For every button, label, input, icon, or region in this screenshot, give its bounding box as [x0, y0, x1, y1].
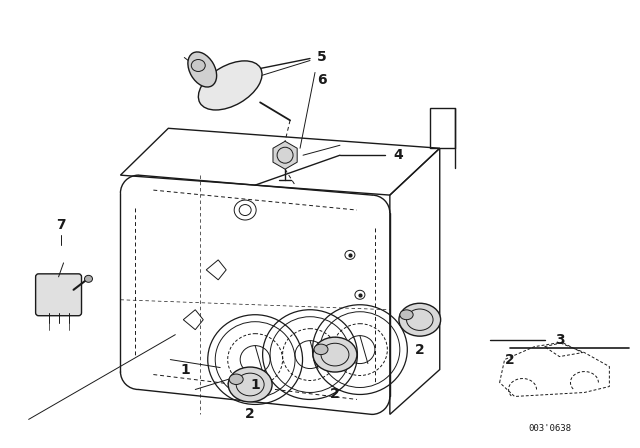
Text: 3: 3: [555, 333, 564, 347]
Ellipse shape: [84, 276, 93, 282]
FancyBboxPatch shape: [36, 274, 81, 316]
Text: 4: 4: [393, 148, 403, 162]
Ellipse shape: [400, 310, 413, 320]
Text: 6: 6: [317, 73, 327, 87]
Ellipse shape: [191, 60, 205, 72]
Ellipse shape: [399, 303, 440, 336]
Text: 2: 2: [415, 343, 425, 357]
Ellipse shape: [314, 344, 328, 355]
Ellipse shape: [313, 337, 357, 372]
Ellipse shape: [188, 52, 216, 87]
Text: 2: 2: [330, 388, 340, 401]
Ellipse shape: [229, 374, 243, 384]
Text: 7: 7: [56, 218, 65, 232]
Text: 2: 2: [505, 353, 515, 366]
Ellipse shape: [198, 61, 262, 110]
Text: 003'0638: 003'0638: [528, 424, 571, 433]
Ellipse shape: [228, 367, 272, 402]
Text: 5: 5: [317, 50, 327, 64]
Text: 1: 1: [180, 362, 190, 377]
Polygon shape: [273, 141, 297, 169]
Text: 2: 2: [245, 407, 255, 422]
Text: 1: 1: [250, 378, 260, 392]
